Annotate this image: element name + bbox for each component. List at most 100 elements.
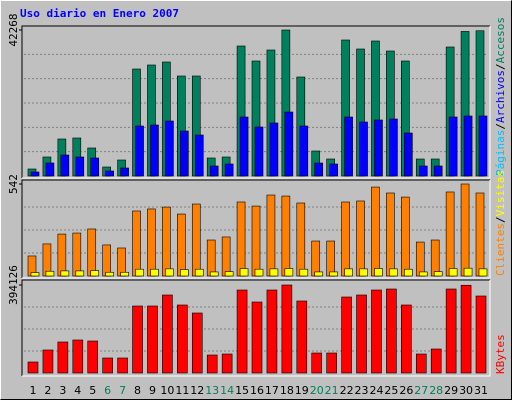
x-tick-label: 1 (30, 384, 37, 397)
bar (418, 271, 428, 277)
bar (105, 271, 114, 277)
bar (460, 183, 470, 277)
x-tick-label: 29 (444, 384, 458, 397)
bar (445, 191, 455, 277)
legend: KBytes (494, 334, 507, 374)
bar (132, 210, 141, 277)
x-tick-label: 21 (325, 384, 339, 397)
x-tick-label: 14 (220, 384, 234, 397)
bar (221, 236, 231, 277)
bar (460, 284, 472, 374)
bar (239, 268, 249, 277)
bar (269, 268, 279, 277)
bar (478, 115, 488, 177)
y-tick-label: 394126 (7, 265, 20, 305)
bar (296, 202, 306, 277)
x-tick-label: 3 (59, 384, 66, 397)
bar (269, 122, 279, 177)
x-tick-label: 9 (149, 384, 156, 397)
bar (448, 268, 458, 277)
bar (45, 162, 55, 177)
bar (433, 165, 443, 177)
bar (344, 268, 353, 277)
panel-edge-dark (21, 179, 490, 278)
bar (194, 134, 204, 177)
bar (117, 357, 128, 374)
bar (105, 170, 114, 177)
bar (374, 268, 383, 277)
bar (430, 239, 440, 277)
x-tick-label: 30 (459, 384, 473, 397)
bar (371, 289, 382, 374)
bar (311, 240, 321, 277)
x-tick-label: 7 (119, 384, 126, 397)
bar (326, 240, 335, 277)
bar (147, 208, 156, 277)
bar (415, 241, 425, 277)
legend-separator: / (494, 123, 507, 130)
bar (254, 126, 264, 177)
x-tick-label: 17 (265, 384, 279, 397)
bar (430, 348, 442, 374)
bar (177, 213, 186, 277)
x-tick-label: 18 (280, 384, 294, 397)
x-tick-label: 31 (474, 384, 488, 397)
x-tick-label: 25 (384, 384, 398, 397)
bar (162, 206, 171, 277)
legend-separator: / (494, 63, 507, 70)
bar (475, 192, 485, 277)
bar (401, 196, 410, 277)
bar (72, 232, 82, 277)
bar (209, 165, 219, 177)
bar (117, 247, 126, 277)
bar (433, 271, 443, 277)
x-tick-label: 23 (355, 384, 369, 397)
bar (221, 353, 233, 374)
legend-entry: Clientes (494, 223, 507, 276)
bar (224, 163, 234, 177)
bar (87, 228, 97, 277)
bar (266, 289, 278, 374)
bar (389, 268, 398, 277)
x-tick-label: 5 (89, 384, 96, 397)
bar (389, 118, 398, 177)
bar (341, 296, 352, 374)
bar (57, 341, 69, 374)
bar (251, 205, 261, 277)
bar (251, 301, 263, 374)
legend-entry: Páginas (494, 130, 507, 176)
bar (150, 268, 159, 277)
bar (359, 121, 368, 177)
bar (236, 201, 246, 277)
x-tick-label: 26 (399, 384, 413, 397)
x-tick-label: 4 (74, 384, 81, 397)
bar (401, 304, 412, 374)
panel-edge-light (22, 26, 491, 179)
x-tick-label: 16 (250, 384, 264, 397)
y-tick-label: 542 (7, 174, 20, 194)
bar (75, 156, 85, 177)
bar (236, 289, 248, 374)
bar (135, 125, 144, 177)
bar (356, 200, 365, 277)
bar (418, 165, 428, 177)
bar (194, 268, 204, 277)
chart-title: Uso diario en Enero 2007 (20, 7, 179, 20)
legend-separator: / (494, 216, 507, 223)
y-tick-label: 42268 (7, 13, 20, 46)
bar (254, 268, 264, 277)
bar (386, 192, 395, 277)
bar (478, 268, 488, 277)
legend-entry: KBytes (494, 334, 507, 374)
bar (90, 157, 100, 177)
bar (132, 305, 143, 374)
bar (135, 268, 144, 277)
bar (284, 268, 294, 277)
bar (90, 270, 100, 277)
bar (371, 186, 380, 277)
x-tick-label: 19 (295, 384, 309, 397)
bar (45, 270, 55, 277)
bar (314, 162, 324, 177)
panel-edge-light (22, 280, 491, 377)
